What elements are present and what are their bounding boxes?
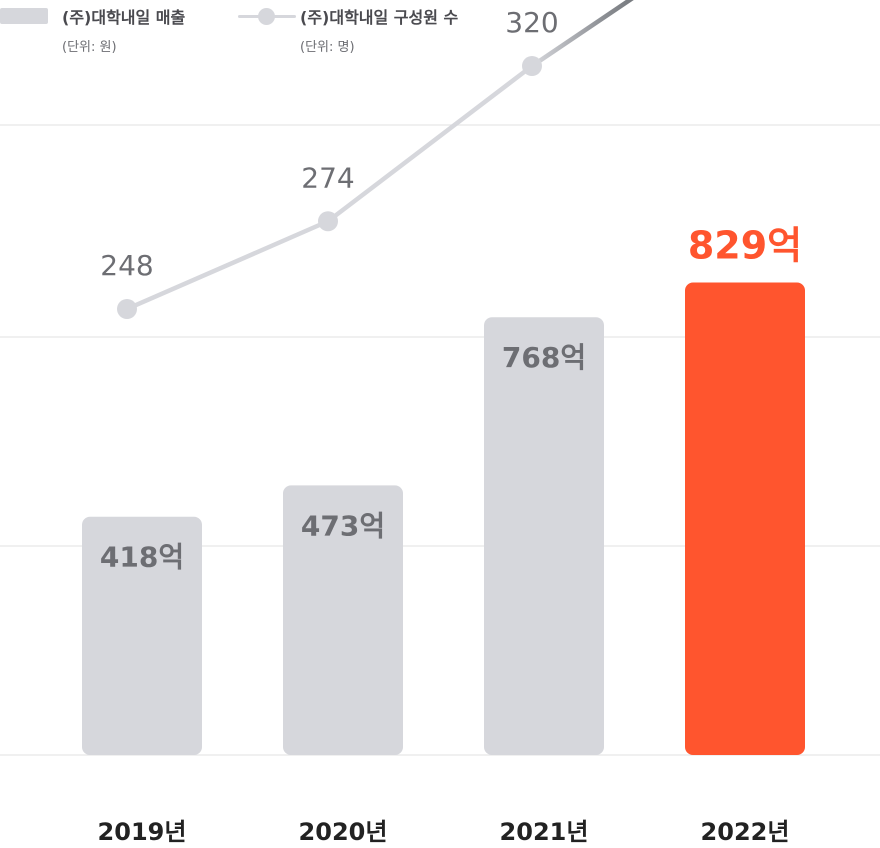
revenue-bar-2021년 (484, 317, 604, 755)
revenue-bar-2020년 (283, 485, 403, 755)
revenue-label-2021년: 768억 (502, 341, 586, 374)
x-tick-label-2022년: 2022년 (701, 818, 790, 846)
legend-revenue-unit: (단위: 원) (62, 40, 117, 55)
x-tick-label-2019년: 2019년 (98, 818, 187, 846)
members-label-2020년: 274 (301, 161, 354, 194)
members-point-2020년 (318, 211, 338, 232)
members-line-segment-2 (529, 0, 634, 69)
members-label-2019년: 248 (100, 249, 153, 282)
members-label-2021년: 320 (505, 6, 558, 39)
legend-bar-swatch (0, 8, 48, 24)
members-point-2019년 (117, 299, 137, 319)
x-tick-label-2020년: 2020년 (299, 818, 388, 846)
revenue-label-2020년: 473억 (301, 509, 385, 542)
revenue-label-2022년: 829억 (688, 223, 802, 267)
revenue-bar-2019년 (82, 516, 202, 755)
members-line-segment-0 (124, 219, 331, 312)
members-point-2021년 (522, 56, 542, 76)
legend-members-unit: (단위: 명) (300, 40, 355, 55)
chart-legend: (주)대학내일 매출 (단위: 원) (주)대학내일 구성원 수 (단위: 명) (0, 0, 880, 70)
legend-revenue-label: (주)대학내일 매출 (62, 8, 186, 27)
revenue-label-2019년: 418억 (100, 541, 184, 574)
x-tick-label-2021년: 2021년 (500, 818, 589, 846)
revenue-bar-2022년 (685, 282, 805, 755)
legend-members-label: (주)대학내일 구성원 수 (300, 8, 459, 27)
legend-line-dot (258, 8, 275, 25)
members-line-segment-1 (325, 63, 535, 224)
